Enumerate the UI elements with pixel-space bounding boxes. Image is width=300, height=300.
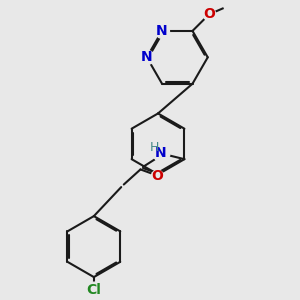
- Text: H: H: [150, 141, 159, 154]
- Text: N: N: [156, 24, 168, 38]
- Text: O: O: [203, 7, 215, 21]
- Text: N: N: [141, 50, 153, 64]
- Text: O: O: [151, 169, 163, 184]
- Text: Cl: Cl: [86, 283, 101, 297]
- Text: N: N: [155, 146, 167, 161]
